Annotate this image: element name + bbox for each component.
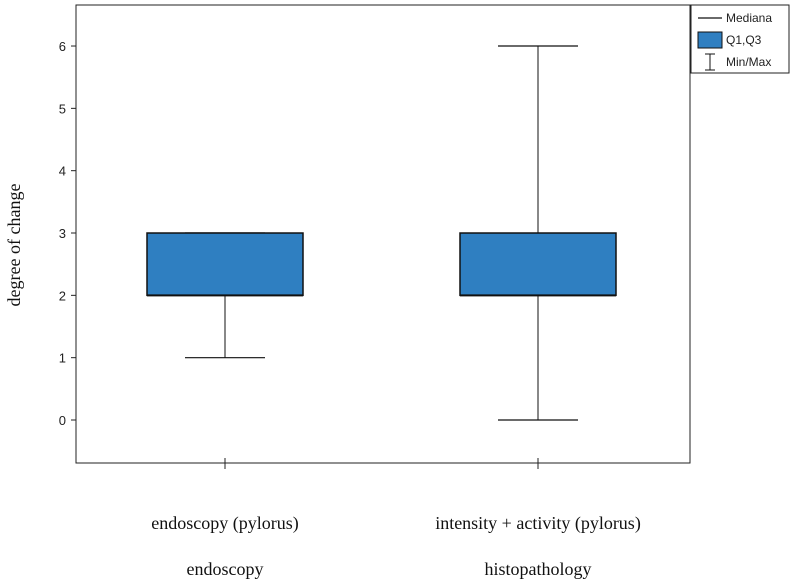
legend-label: Min/Max (726, 55, 771, 69)
legend-whisker-swatch (705, 53, 715, 71)
iqr-box (146, 232, 304, 297)
y-tick-label: 4 (59, 164, 66, 179)
x-category-label: endoscopy (pylorus) (151, 513, 298, 534)
legend-box-swatch (697, 31, 723, 49)
x-group-label: endoscopy (187, 559, 264, 579)
box-series (146, 45, 617, 421)
x-group-label: histopathology (485, 559, 592, 579)
box-group (146, 232, 304, 359)
legend: Mediana Q1,Q3 Min/Max (690, 4, 790, 74)
y-tick-label: 2 (59, 288, 66, 303)
y-axis: 0 1 2 3 4 5 6 (59, 39, 76, 428)
box-group (459, 45, 617, 421)
y-tick-label: 6 (59, 39, 66, 54)
legend-label: Mediana (726, 11, 772, 25)
x-category-label: intensity + activity (pylorus) (435, 513, 641, 534)
plot-frame (75, 4, 691, 464)
y-tick-label: 0 (59, 413, 66, 428)
iqr-box (459, 232, 617, 297)
x-axis: endoscopy (pylorus) endoscopy intensity + … (151, 458, 641, 579)
y-tick-label: 3 (59, 226, 66, 241)
y-axis-label: degree of change (4, 184, 24, 307)
y-tick-label: 5 (59, 101, 66, 116)
y-tick-label: 1 (59, 351, 66, 366)
legend-label: Q1,Q3 (726, 33, 762, 47)
